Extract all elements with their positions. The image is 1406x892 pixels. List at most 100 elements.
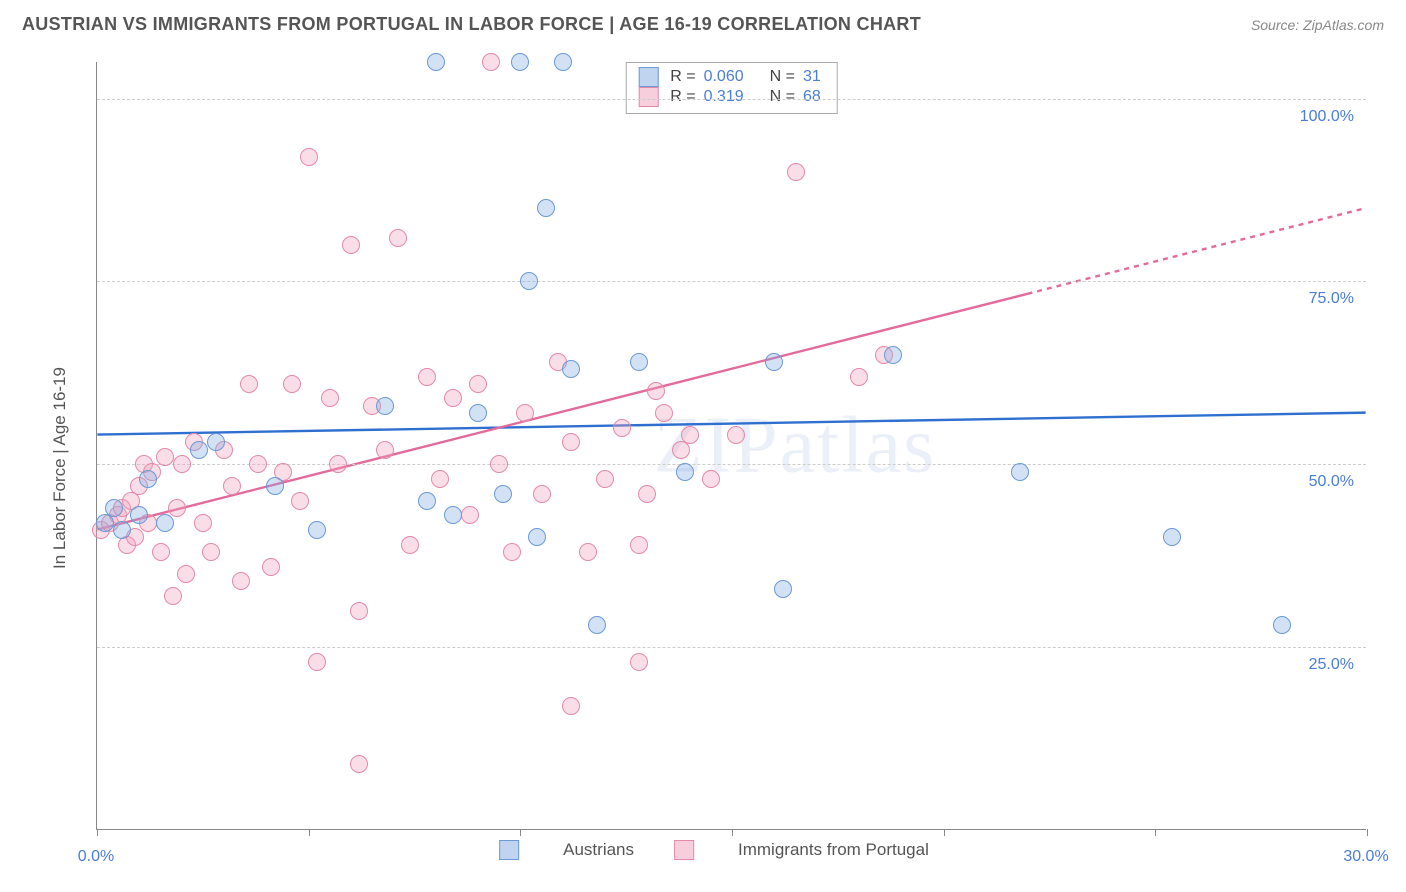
austrian-point bbox=[630, 353, 648, 371]
portugal-point bbox=[444, 389, 462, 407]
chart-header: AUSTRIAN VS IMMIGRANTS FROM PORTUGAL IN … bbox=[0, 0, 1406, 41]
series-legend: Austrians Immigrants from Portugal bbox=[499, 840, 929, 860]
portugal-point bbox=[647, 382, 665, 400]
austrian-point bbox=[554, 53, 572, 71]
y-tick-label: 100.0% bbox=[1300, 108, 1354, 126]
r-label: R = bbox=[670, 88, 695, 106]
n-value: 68 bbox=[803, 88, 821, 106]
austrian-point bbox=[376, 397, 394, 415]
series-swatch bbox=[674, 840, 694, 860]
y-tick-label: 50.0% bbox=[1309, 473, 1354, 491]
portugal-point bbox=[223, 477, 241, 495]
portugal-point bbox=[490, 455, 508, 473]
portugal-point bbox=[389, 229, 407, 247]
y-axis-label: In Labor Force | Age 16-19 bbox=[50, 367, 70, 569]
series-swatch bbox=[638, 87, 658, 107]
austrian-point bbox=[528, 528, 546, 546]
portugal-point bbox=[850, 368, 868, 386]
portugal-point bbox=[240, 375, 258, 393]
portugal-point bbox=[638, 485, 656, 503]
portugal-point bbox=[168, 499, 186, 517]
plot-area: ZIPatlas R = 0.060 N = 31 R = 0.319 N = … bbox=[96, 62, 1366, 830]
x-tick-label: 30.0% bbox=[1343, 848, 1388, 866]
austrian-point bbox=[520, 272, 538, 290]
portugal-point bbox=[562, 433, 580, 451]
portugal-point bbox=[503, 543, 521, 561]
portugal-point bbox=[431, 470, 449, 488]
portugal-point bbox=[418, 368, 436, 386]
grid-line bbox=[97, 99, 1366, 100]
portugal-point bbox=[482, 53, 500, 71]
portugal-point bbox=[596, 470, 614, 488]
x-tick bbox=[309, 829, 310, 836]
austrian-point bbox=[676, 463, 694, 481]
portugal-point bbox=[655, 404, 673, 422]
portugal-point bbox=[727, 426, 745, 444]
austrian-point bbox=[774, 580, 792, 598]
austrian-point bbox=[765, 353, 783, 371]
legend-label-austrians: Austrians bbox=[563, 840, 634, 860]
portugal-point bbox=[177, 565, 195, 583]
y-tick-label: 75.0% bbox=[1309, 290, 1354, 308]
portugal-point bbox=[342, 236, 360, 254]
portugal-point bbox=[329, 455, 347, 473]
portugal-point bbox=[401, 536, 419, 554]
x-tick bbox=[97, 829, 98, 836]
portugal-point bbox=[787, 163, 805, 181]
austrian-point bbox=[1273, 616, 1291, 634]
portugal-point bbox=[350, 755, 368, 773]
portugal-point bbox=[262, 558, 280, 576]
portugal-point bbox=[249, 455, 267, 473]
austrian-point bbox=[588, 616, 606, 634]
legend-label-portugal: Immigrants from Portugal bbox=[738, 840, 929, 860]
portugal-point bbox=[321, 389, 339, 407]
austrian-point bbox=[113, 521, 131, 539]
chart-title: AUSTRIAN VS IMMIGRANTS FROM PORTUGAL IN … bbox=[22, 14, 921, 35]
r-value: 0.319 bbox=[704, 88, 744, 106]
trend-lines bbox=[97, 62, 1366, 829]
austrian-point bbox=[444, 506, 462, 524]
portugal-point bbox=[202, 543, 220, 561]
grid-line bbox=[97, 281, 1366, 282]
austrian-point bbox=[494, 485, 512, 503]
grid-line bbox=[97, 647, 1366, 648]
series-swatch bbox=[499, 840, 519, 860]
portugal-point bbox=[533, 485, 551, 503]
austrian-point bbox=[418, 492, 436, 510]
portugal-point bbox=[469, 375, 487, 393]
portugal-point bbox=[152, 543, 170, 561]
r-value: 0.060 bbox=[704, 68, 744, 86]
portugal-point bbox=[232, 572, 250, 590]
austrian-point bbox=[308, 521, 326, 539]
portugal-point bbox=[300, 148, 318, 166]
portugal-point bbox=[516, 404, 534, 422]
n-label: N = bbox=[770, 88, 795, 106]
austrian-point bbox=[469, 404, 487, 422]
portugal-point bbox=[194, 514, 212, 532]
portugal-point bbox=[702, 470, 720, 488]
austrian-point bbox=[562, 360, 580, 378]
x-tick bbox=[1367, 829, 1368, 836]
austrian-point bbox=[427, 53, 445, 71]
portugal-point bbox=[350, 602, 368, 620]
x-tick bbox=[732, 829, 733, 836]
stats-row: R = 0.319 N = 68 bbox=[638, 87, 821, 107]
series-swatch bbox=[638, 67, 658, 87]
stats-row: R = 0.060 N = 31 bbox=[638, 67, 821, 87]
portugal-point bbox=[156, 448, 174, 466]
x-tick bbox=[1155, 829, 1156, 836]
portugal-point bbox=[630, 536, 648, 554]
portugal-point bbox=[461, 506, 479, 524]
austrian-point bbox=[1011, 463, 1029, 481]
austrian-point bbox=[266, 477, 284, 495]
austrian-point bbox=[139, 470, 157, 488]
austrian-point bbox=[511, 53, 529, 71]
portugal-point bbox=[613, 419, 631, 437]
austrian-point bbox=[130, 506, 148, 524]
chart-area: In Labor Force | Age 16-19 ZIPatlas R = … bbox=[42, 46, 1386, 890]
watermark: ZIPatlas bbox=[654, 400, 937, 491]
correlation-stats-box: R = 0.060 N = 31 R = 0.319 N = 68 bbox=[625, 62, 838, 114]
y-tick-label: 25.0% bbox=[1309, 656, 1354, 674]
n-label: N = bbox=[770, 68, 795, 86]
portugal-point bbox=[291, 492, 309, 510]
